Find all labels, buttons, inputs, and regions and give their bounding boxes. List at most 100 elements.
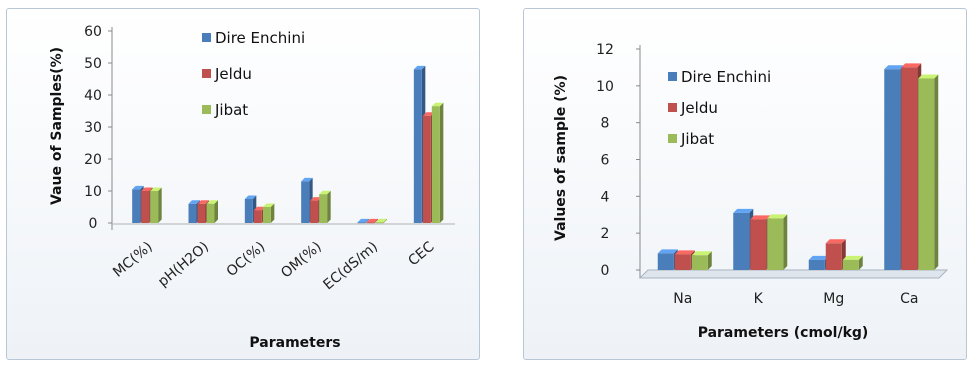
- legend-swatch: [668, 134, 677, 143]
- bar-top: [842, 255, 863, 260]
- bar: [319, 190, 331, 223]
- legend-swatch: [202, 69, 211, 78]
- bar-front: [918, 78, 935, 270]
- bar: [431, 102, 444, 223]
- bar-front: [901, 67, 918, 271]
- bar-front: [733, 212, 750, 270]
- bar-top: [150, 187, 162, 191]
- x-axis-title: Parameters (cmol/kg): [698, 325, 869, 341]
- bar-top: [808, 255, 829, 260]
- bar-front: [884, 69, 901, 270]
- y-tick-label: 40: [84, 88, 102, 104]
- y-tick-label: 0: [601, 263, 610, 279]
- bar-side: [365, 218, 369, 224]
- bar-top: [691, 251, 712, 256]
- chart-2: 0 2 4 6 8 10 12 Na K Mg Ca Values of sample (%) Para…: [553, 42, 949, 341]
- bar-top: [413, 65, 426, 70]
- bar-side: [270, 203, 275, 223]
- legend-swatch: [202, 33, 211, 42]
- bar-side: [858, 255, 863, 270]
- bar-side: [783, 214, 788, 270]
- x-tick-label: Ca: [900, 291, 918, 307]
- x-tick-label: EC(dS/m): [320, 239, 381, 293]
- bar-front: [188, 203, 197, 223]
- bar-top: [366, 218, 378, 223]
- legend-label: Jibat: [680, 130, 714, 148]
- y-tick-label: 0: [89, 216, 98, 232]
- bar-front: [141, 191, 150, 223]
- x-tick-label: Mg: [823, 291, 844, 307]
- bar-top: [132, 185, 144, 190]
- bar-front: [319, 194, 328, 223]
- bar-front: [413, 69, 422, 224]
- bar: [150, 187, 162, 223]
- bar-front: [244, 199, 253, 223]
- y-tick-label: 60: [84, 24, 102, 40]
- bar-top: [674, 250, 695, 255]
- bar-top: [750, 215, 771, 220]
- bar: [767, 214, 788, 270]
- bar-top: [733, 208, 754, 213]
- bar-top: [141, 187, 153, 191]
- bar-front: [262, 207, 271, 223]
- bar-top: [884, 65, 905, 70]
- y-tick-label: 10: [84, 184, 102, 200]
- bar: [262, 203, 275, 223]
- bar: [691, 251, 712, 270]
- x-tick-label: CEC: [405, 239, 437, 270]
- y-tick-label: 2: [601, 226, 610, 242]
- bar: [357, 218, 369, 224]
- y-tick-label: 8: [601, 116, 610, 132]
- bar-top: [357, 218, 369, 223]
- x-tick-label: OM(%): [278, 239, 325, 282]
- bar-side: [934, 74, 939, 270]
- y-axis-title: Vaue of Samples(%): [49, 47, 65, 205]
- y-tick-label: 20: [84, 152, 102, 168]
- bar: [842, 255, 863, 270]
- y-tick-label: 50: [84, 56, 102, 72]
- bar-top: [197, 200, 209, 204]
- bar-top: [253, 206, 266, 211]
- bar-front: [150, 191, 159, 223]
- chart-1: 0 10 20 30 40 50 60 MC(%) pH(H2O) OC(%) OM(%)EC(dS…: [49, 24, 455, 351]
- bar-front: [253, 210, 262, 223]
- y-tick-label: 30: [84, 120, 102, 136]
- bar-top: [375, 218, 387, 223]
- y-tick-label: 4: [601, 189, 610, 205]
- legend-label: Jeldu: [680, 99, 718, 117]
- bar-front: [132, 189, 141, 223]
- bar-top: [310, 197, 322, 201]
- bar-side: [374, 218, 378, 224]
- x-axis-title: Parameters: [249, 335, 340, 351]
- x-tick-label: OC(%): [224, 239, 269, 280]
- y-axis-title: Values of sample (%): [553, 75, 569, 241]
- bar-top: [244, 195, 257, 199]
- bar-top: [825, 239, 846, 244]
- bar-front: [357, 222, 366, 224]
- bar-side: [383, 218, 387, 224]
- bar-front: [657, 253, 674, 270]
- bar-top: [901, 63, 922, 68]
- bar-front: [842, 259, 859, 270]
- bar: [206, 200, 218, 223]
- bar-top: [657, 249, 678, 254]
- legend-swatch: [668, 103, 677, 112]
- legend-swatch: [202, 105, 211, 114]
- bar-front: [366, 222, 375, 224]
- bar-side: [214, 200, 218, 223]
- bar: [375, 218, 387, 224]
- bar-front: [674, 254, 691, 270]
- bar-top: [431, 102, 444, 107]
- bar-front: [431, 106, 440, 223]
- bar-top: [188, 200, 200, 204]
- bar: [825, 239, 846, 270]
- bar-front: [301, 181, 310, 223]
- bar-front: [206, 203, 215, 223]
- legend-label: Jibat: [214, 101, 248, 119]
- bar-top: [262, 203, 275, 207]
- x-tick-label: MC(%): [110, 239, 156, 281]
- bar-front: [825, 243, 842, 270]
- bar: [918, 74, 939, 270]
- bar-front: [750, 219, 767, 270]
